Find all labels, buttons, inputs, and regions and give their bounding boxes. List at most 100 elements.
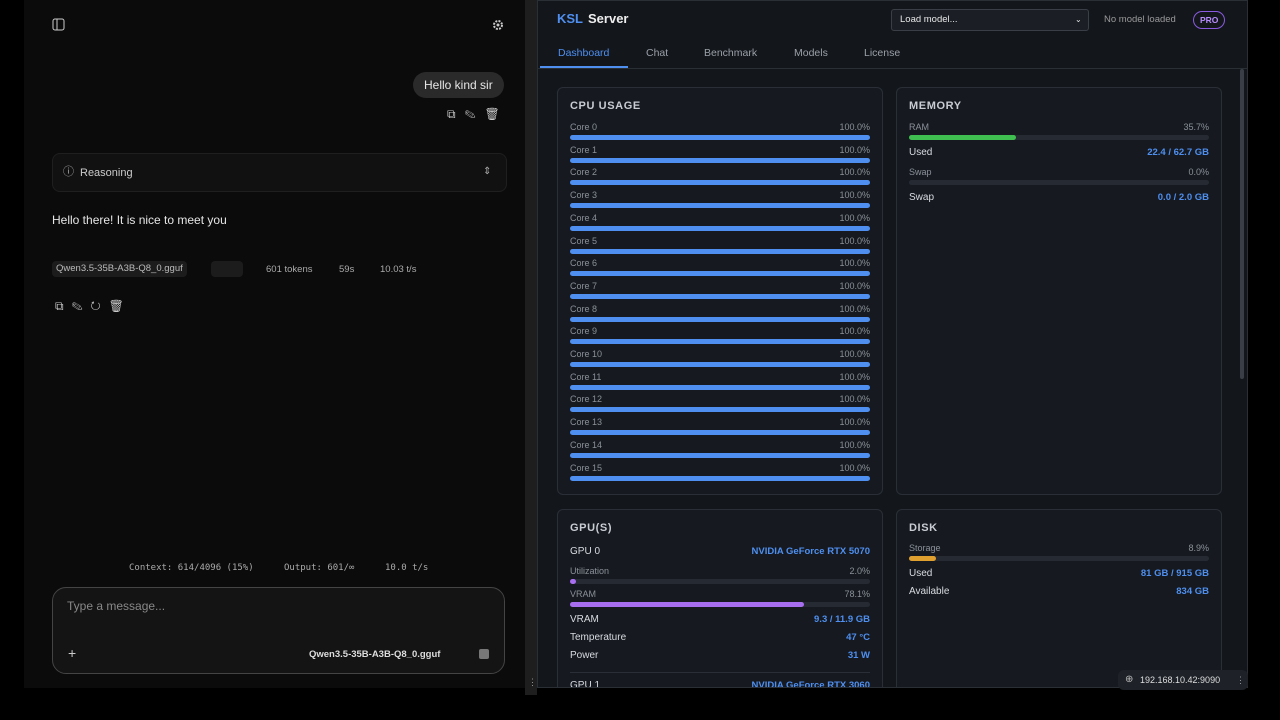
bar-value: 100.0% <box>839 258 870 269</box>
assistant-message: Hello there! It is nice to meet you <box>52 213 227 227</box>
bar-label: Core 8 <box>570 303 598 314</box>
message-input[interactable]: Type a message... + Qwen3.5-35B-A3B-Q8_0… <box>52 587 505 674</box>
input-model[interactable]: Qwen3.5-35B-A3B-Q8_0.gguf <box>309 649 441 660</box>
bar-value: 100.0% <box>839 462 870 473</box>
bar-fill <box>909 135 1017 140</box>
row-value: 834 GB <box>1176 586 1209 597</box>
row-value: 81 GB / 915 GB <box>1140 568 1209 579</box>
row-label: Used <box>909 568 933 579</box>
bar-fill <box>570 293 870 299</box>
bar-track <box>570 602 870 607</box>
reasoning-icon: ⓘ <box>63 166 74 178</box>
bar-value: 100.0% <box>839 303 870 314</box>
bar-label: Core 2 <box>570 167 598 178</box>
tab[interactable]: License <box>864 47 901 59</box>
bar-track <box>570 248 870 254</box>
gpu-model: NVIDIA GeForce RTX 5070 <box>751 546 870 557</box>
assistant-actions[interactable]: ⧉✎↻🗑 <box>55 299 132 313</box>
gpu-divider <box>570 672 870 673</box>
model-select[interactable]: Load model... ⌄ <box>891 9 1089 31</box>
bar-fill <box>570 157 870 163</box>
bar-label: Core 15 <box>570 462 603 473</box>
row-value: 0.0 / 2.0 GB <box>1157 192 1209 203</box>
tab[interactable]: Chat <box>646 47 669 59</box>
bar-track <box>570 135 870 140</box>
bar-label: Swap <box>909 167 932 177</box>
bar-label: Core 14 <box>570 439 603 450</box>
bar-track <box>570 180 870 186</box>
bar-value: 100.0% <box>839 235 870 246</box>
row-value: 47 °C <box>846 632 870 643</box>
bar-fill <box>570 384 870 390</box>
input-placeholder: Type a message... <box>67 599 166 613</box>
row-value: 31 W <box>847 650 870 661</box>
stop-button[interactable] <box>479 649 489 659</box>
bar-track <box>570 362 870 367</box>
message-actions[interactable]: ⧉✎🗑 <box>447 107 509 121</box>
speed: 10.03 t/s <box>380 264 417 275</box>
card-title: CPU USAGE <box>570 100 641 112</box>
bar-fill <box>909 556 936 561</box>
bar-track <box>570 271 870 277</box>
bar-value: 100.0% <box>839 144 870 155</box>
gpu-name: GPU 1 <box>570 680 601 688</box>
bar-label: Core 12 <box>570 394 603 405</box>
tab-border <box>538 68 1247 69</box>
model-chip: Qwen3.5-35B-A3B-Q8_0.gguf <box>52 261 187 277</box>
card-title: DISK <box>909 522 938 534</box>
tab-underline <box>540 66 628 68</box>
bar-track <box>909 135 1209 140</box>
bar-track <box>570 407 870 413</box>
bar-label: Core 5 <box>570 235 598 246</box>
bar-track <box>570 579 870 584</box>
pro-badge: PRO <box>1193 11 1226 29</box>
bar-label: Core 0 <box>570 122 598 132</box>
bar-label: Core 3 <box>570 190 598 201</box>
bar-track <box>570 293 870 299</box>
token-count: 601 tokens <box>266 264 313 275</box>
bar-value: 100.0% <box>839 349 870 359</box>
bar-fill <box>570 316 870 322</box>
bar-value: 78.1% <box>844 589 870 599</box>
bar-fill <box>570 362 870 367</box>
bar-value: 35.7% <box>1183 122 1209 132</box>
bar-value: 100.0% <box>839 371 870 382</box>
gpu-model: NVIDIA GeForce RTX 3060 <box>751 680 870 688</box>
bar-fill <box>570 203 870 209</box>
settings-button[interactable] <box>491 18 505 32</box>
bar-track <box>570 452 870 458</box>
disk-card: DISK Storage 8.9% Used 81 GB / 915 GB Availab… <box>896 509 1222 687</box>
bar-track <box>909 556 1209 561</box>
bar-track <box>909 180 1209 185</box>
mode-chip <box>211 261 243 277</box>
row-label: Used <box>909 147 933 158</box>
bar-fill <box>570 407 870 413</box>
bar-fill <box>570 180 870 186</box>
bar-track <box>570 203 870 209</box>
row-value: 9.3 / 11.9 GB <box>814 614 870 625</box>
bar-track <box>570 475 870 481</box>
bar-value: 100.0% <box>839 212 870 223</box>
bar-fill <box>570 475 870 481</box>
bar-fill <box>570 602 805 607</box>
brand: KSL <box>557 11 583 26</box>
tab[interactable]: Benchmark <box>704 47 758 59</box>
bar-label: Core 11 <box>570 371 602 382</box>
row-label: VRAM <box>570 614 599 625</box>
reasoning-box[interactable]: ⓘ Reasoning ⇕ <box>52 153 507 192</box>
bar-fill <box>570 339 870 345</box>
tab[interactable]: Dashboard <box>558 47 610 59</box>
divider: ⋮ <box>525 0 537 695</box>
bar-track <box>570 225 870 231</box>
bar-value: 2.0% <box>849 566 870 576</box>
sidebar-toggle[interactable] <box>52 18 66 32</box>
bar-value: 100.0% <box>839 122 870 132</box>
bar-label: Core 10 <box>570 349 603 359</box>
bar-track <box>570 316 870 322</box>
context-status: Context: 614/4096 (15%) <box>129 563 254 573</box>
tab[interactable]: Models <box>794 47 828 59</box>
model-status: No model loaded <box>1104 14 1176 25</box>
bar-fill <box>570 248 870 254</box>
attach-button[interactable]: + <box>68 645 77 661</box>
row-label: Swap <box>909 192 935 203</box>
